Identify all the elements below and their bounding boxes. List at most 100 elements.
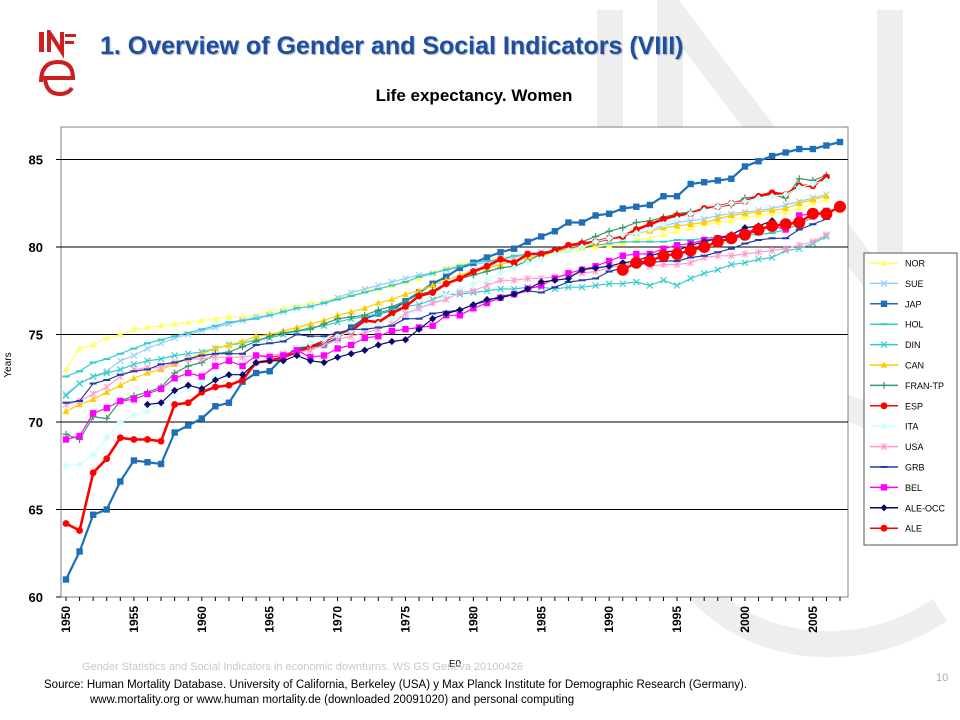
point-can-1973 (374, 299, 382, 306)
point-hol-1957 (157, 338, 165, 341)
point-ale-occ-1980 (469, 301, 477, 309)
point-bel-1964 (252, 352, 260, 359)
point-nor-1954 (116, 330, 124, 338)
point-bel-1977 (429, 322, 436, 329)
point-hol-1969 (320, 302, 328, 304)
point-jap-1951 (76, 548, 83, 555)
point-grb-2000 (741, 242, 749, 245)
point-din-1953 (103, 369, 111, 377)
point-usa-1963 (239, 353, 246, 361)
point-can-1961 (211, 344, 219, 352)
ine-logo (39, 30, 76, 97)
point-ale-occ-1973 (374, 341, 382, 349)
point-ita-1968 (306, 339, 315, 347)
point-hol-1960 (198, 328, 206, 331)
point-usa-1979 (456, 289, 464, 296)
point-ale-occ-1990 (605, 262, 613, 270)
series-grb (62, 218, 830, 404)
point-grb-1986 (551, 286, 559, 289)
point-hol-1983 (510, 254, 518, 257)
point-ale-occ-1959 (184, 381, 192, 389)
legend-box (863, 252, 958, 546)
point-ale-occ-1977 (429, 315, 437, 323)
point-bel-1959 (185, 369, 192, 377)
point-din-1956 (144, 357, 151, 365)
point-ale-1992 (630, 256, 643, 269)
point-din-1954 (116, 366, 124, 373)
point-jap-1983 (510, 245, 518, 252)
point-grb-2005 (809, 223, 817, 226)
point-bel-1967 (293, 347, 301, 354)
point-nor-1996 (687, 224, 695, 231)
x-tick-label-1975: 1975 (398, 606, 412, 633)
legend-label-sue: SUE (905, 279, 924, 289)
point-nor-1989 (592, 243, 599, 250)
point-ale-2007 (834, 200, 846, 213)
point-ita-1960 (198, 378, 206, 386)
point-ita-1980 (469, 280, 477, 288)
point-esp-1974 (388, 310, 396, 317)
point-hol-1993 (646, 240, 654, 243)
legend-label-jap: JAP (905, 299, 922, 309)
point-esp-1972 (361, 317, 369, 324)
point-hol-1950 (62, 375, 70, 378)
point-usa-2005 (809, 238, 817, 246)
point-din-1998 (714, 266, 722, 274)
point-bel-1958 (171, 375, 178, 382)
point-grb-1958 (171, 361, 179, 364)
point-can-1954 (116, 381, 124, 388)
point-grb-1952 (89, 382, 97, 385)
point-can-1953 (103, 388, 111, 395)
point-ita-1951 (75, 460, 84, 468)
point-ale-occ-1976 (415, 325, 423, 333)
point-jap-1955 (130, 457, 138, 464)
point-ita-1989 (591, 238, 600, 246)
x-tick-label-1985: 1985 (534, 606, 548, 633)
slide-title: 1. Overview of Gender and Social Indicat… (100, 32, 684, 60)
point-bel-1995 (673, 242, 681, 249)
point-din-1982 (497, 285, 504, 293)
point-esp-1962 (225, 381, 233, 389)
y-tick-label-80: 80 (29, 240, 43, 255)
point-hol-1972 (361, 291, 369, 294)
x-tick-label-1965: 1965 (263, 606, 277, 633)
point-bel-1955 (130, 396, 138, 403)
point-ita-1988 (578, 243, 586, 251)
point-nor-1961 (211, 315, 219, 322)
legend-label-hol: HOL (905, 320, 924, 330)
point-ita-1973 (374, 320, 382, 328)
point-ita-1954 (116, 418, 124, 426)
point-ale-occ-1967 (293, 351, 301, 360)
point-ale-1998 (711, 235, 724, 248)
point-sue-1954 (116, 357, 124, 365)
x-tick-label-1960: 1960 (195, 606, 209, 633)
point-sue-1955 (130, 352, 138, 359)
point-ita-1985 (537, 255, 545, 263)
point-bel-1991 (619, 252, 626, 259)
point-hol-1978 (442, 268, 450, 271)
point-jap-1950 (62, 576, 70, 583)
point-ale-occ-1988 (578, 266, 586, 274)
point-ita-1953 (103, 434, 111, 442)
point-grb-1985 (537, 291, 545, 294)
point-ale-occ-1961 (211, 376, 219, 384)
point-grb-1969 (320, 335, 328, 338)
point-jap-1984 (524, 238, 531, 245)
point-grb-1974 (388, 324, 396, 327)
point-ale-occ-1968 (306, 357, 315, 365)
point-grb-2002 (768, 237, 776, 240)
point-hol-1971 (347, 295, 355, 297)
point-can-1962 (225, 341, 233, 348)
point-hol-1964 (252, 317, 260, 320)
point-ale-occ-1989 (591, 264, 600, 272)
point-hol-1981 (483, 260, 491, 262)
point-esp-1975 (402, 303, 409, 310)
footer-ghost-text: Gender Statistics and Social Indicators … (82, 661, 523, 673)
point-esp-1983 (510, 259, 518, 267)
point-jap-1952 (89, 511, 97, 518)
point-bel-1952 (89, 410, 97, 417)
point-jap-1999 (728, 175, 735, 182)
point-jap-1991 (619, 205, 626, 212)
legend-label-grb: GRB (905, 463, 925, 473)
